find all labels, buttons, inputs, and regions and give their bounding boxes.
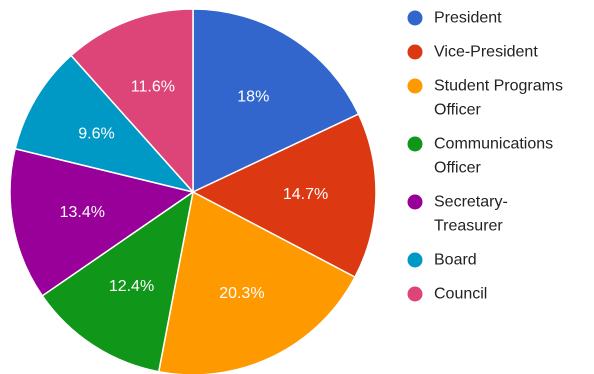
legend-item-board: Board (407, 252, 477, 269)
pie-slice-student-programs-officer (157, 191, 356, 374)
pie-slice-labels: 18% 14.7% 20.3% 12.4% 13.4% 9.6% 11.6% (60, 78, 329, 302)
slice-label-vice-president: 14.7% (283, 186, 328, 203)
legend-label-communications-officer: Communications Officer (434, 136, 553, 177)
legend-label-student-programs-officer: Student Programs Officer (434, 78, 563, 119)
pie-slices (9, 8, 377, 374)
legend-swatch-communications-officer (407, 136, 423, 152)
pie-slice-board (14, 54, 194, 193)
slice-label-council: 11.6% (131, 78, 175, 95)
slice-label-board: 9.6% (78, 126, 114, 143)
legend-label-secretary-treasurer: Secretary-Treasurer (434, 194, 508, 235)
legend-swatch-secretary-treasurer (407, 194, 423, 210)
legend-swatch-council (407, 286, 423, 302)
legend-swatch-board (407, 252, 423, 268)
legend-item-president: President (407, 10, 502, 27)
pie-slice-council (70, 8, 194, 193)
legend-label-vice-president: Vice-President (434, 44, 538, 61)
legend-item-secretary-treasurer: Secretary-Treasurer (407, 194, 508, 235)
pie-slice-secretary-treasurer (9, 147, 194, 297)
legend-label-president: President (434, 10, 502, 27)
legend-swatch-student-programs-officer (407, 78, 423, 94)
legend-label-board: Board (434, 252, 477, 269)
pie-slice-president (192, 8, 360, 193)
legend-label-council: Council (434, 286, 487, 303)
chart-legend: President Vice-President Student Programs O… (407, 10, 563, 303)
legend-swatch-president (407, 10, 423, 26)
legend-swatch-vice-president (407, 44, 423, 60)
slice-label-communications-officer: 12.4% (109, 278, 154, 295)
legend-item-council: Council (407, 286, 487, 303)
slice-label-secretary-treasurer: 13.4% (60, 204, 105, 221)
pie-slice-vice-president (192, 113, 377, 278)
pie-slice-communications-officer (41, 191, 194, 373)
legend-item-vice-president: Vice-President (407, 44, 538, 61)
slice-label-president: 18% (237, 88, 269, 105)
legend-item-communications-officer: Communications Officer (407, 136, 553, 177)
legend-item-student-programs-officer: Student Programs Officer (407, 78, 563, 119)
slice-label-student-programs-officer: 20.3% (219, 285, 264, 302)
